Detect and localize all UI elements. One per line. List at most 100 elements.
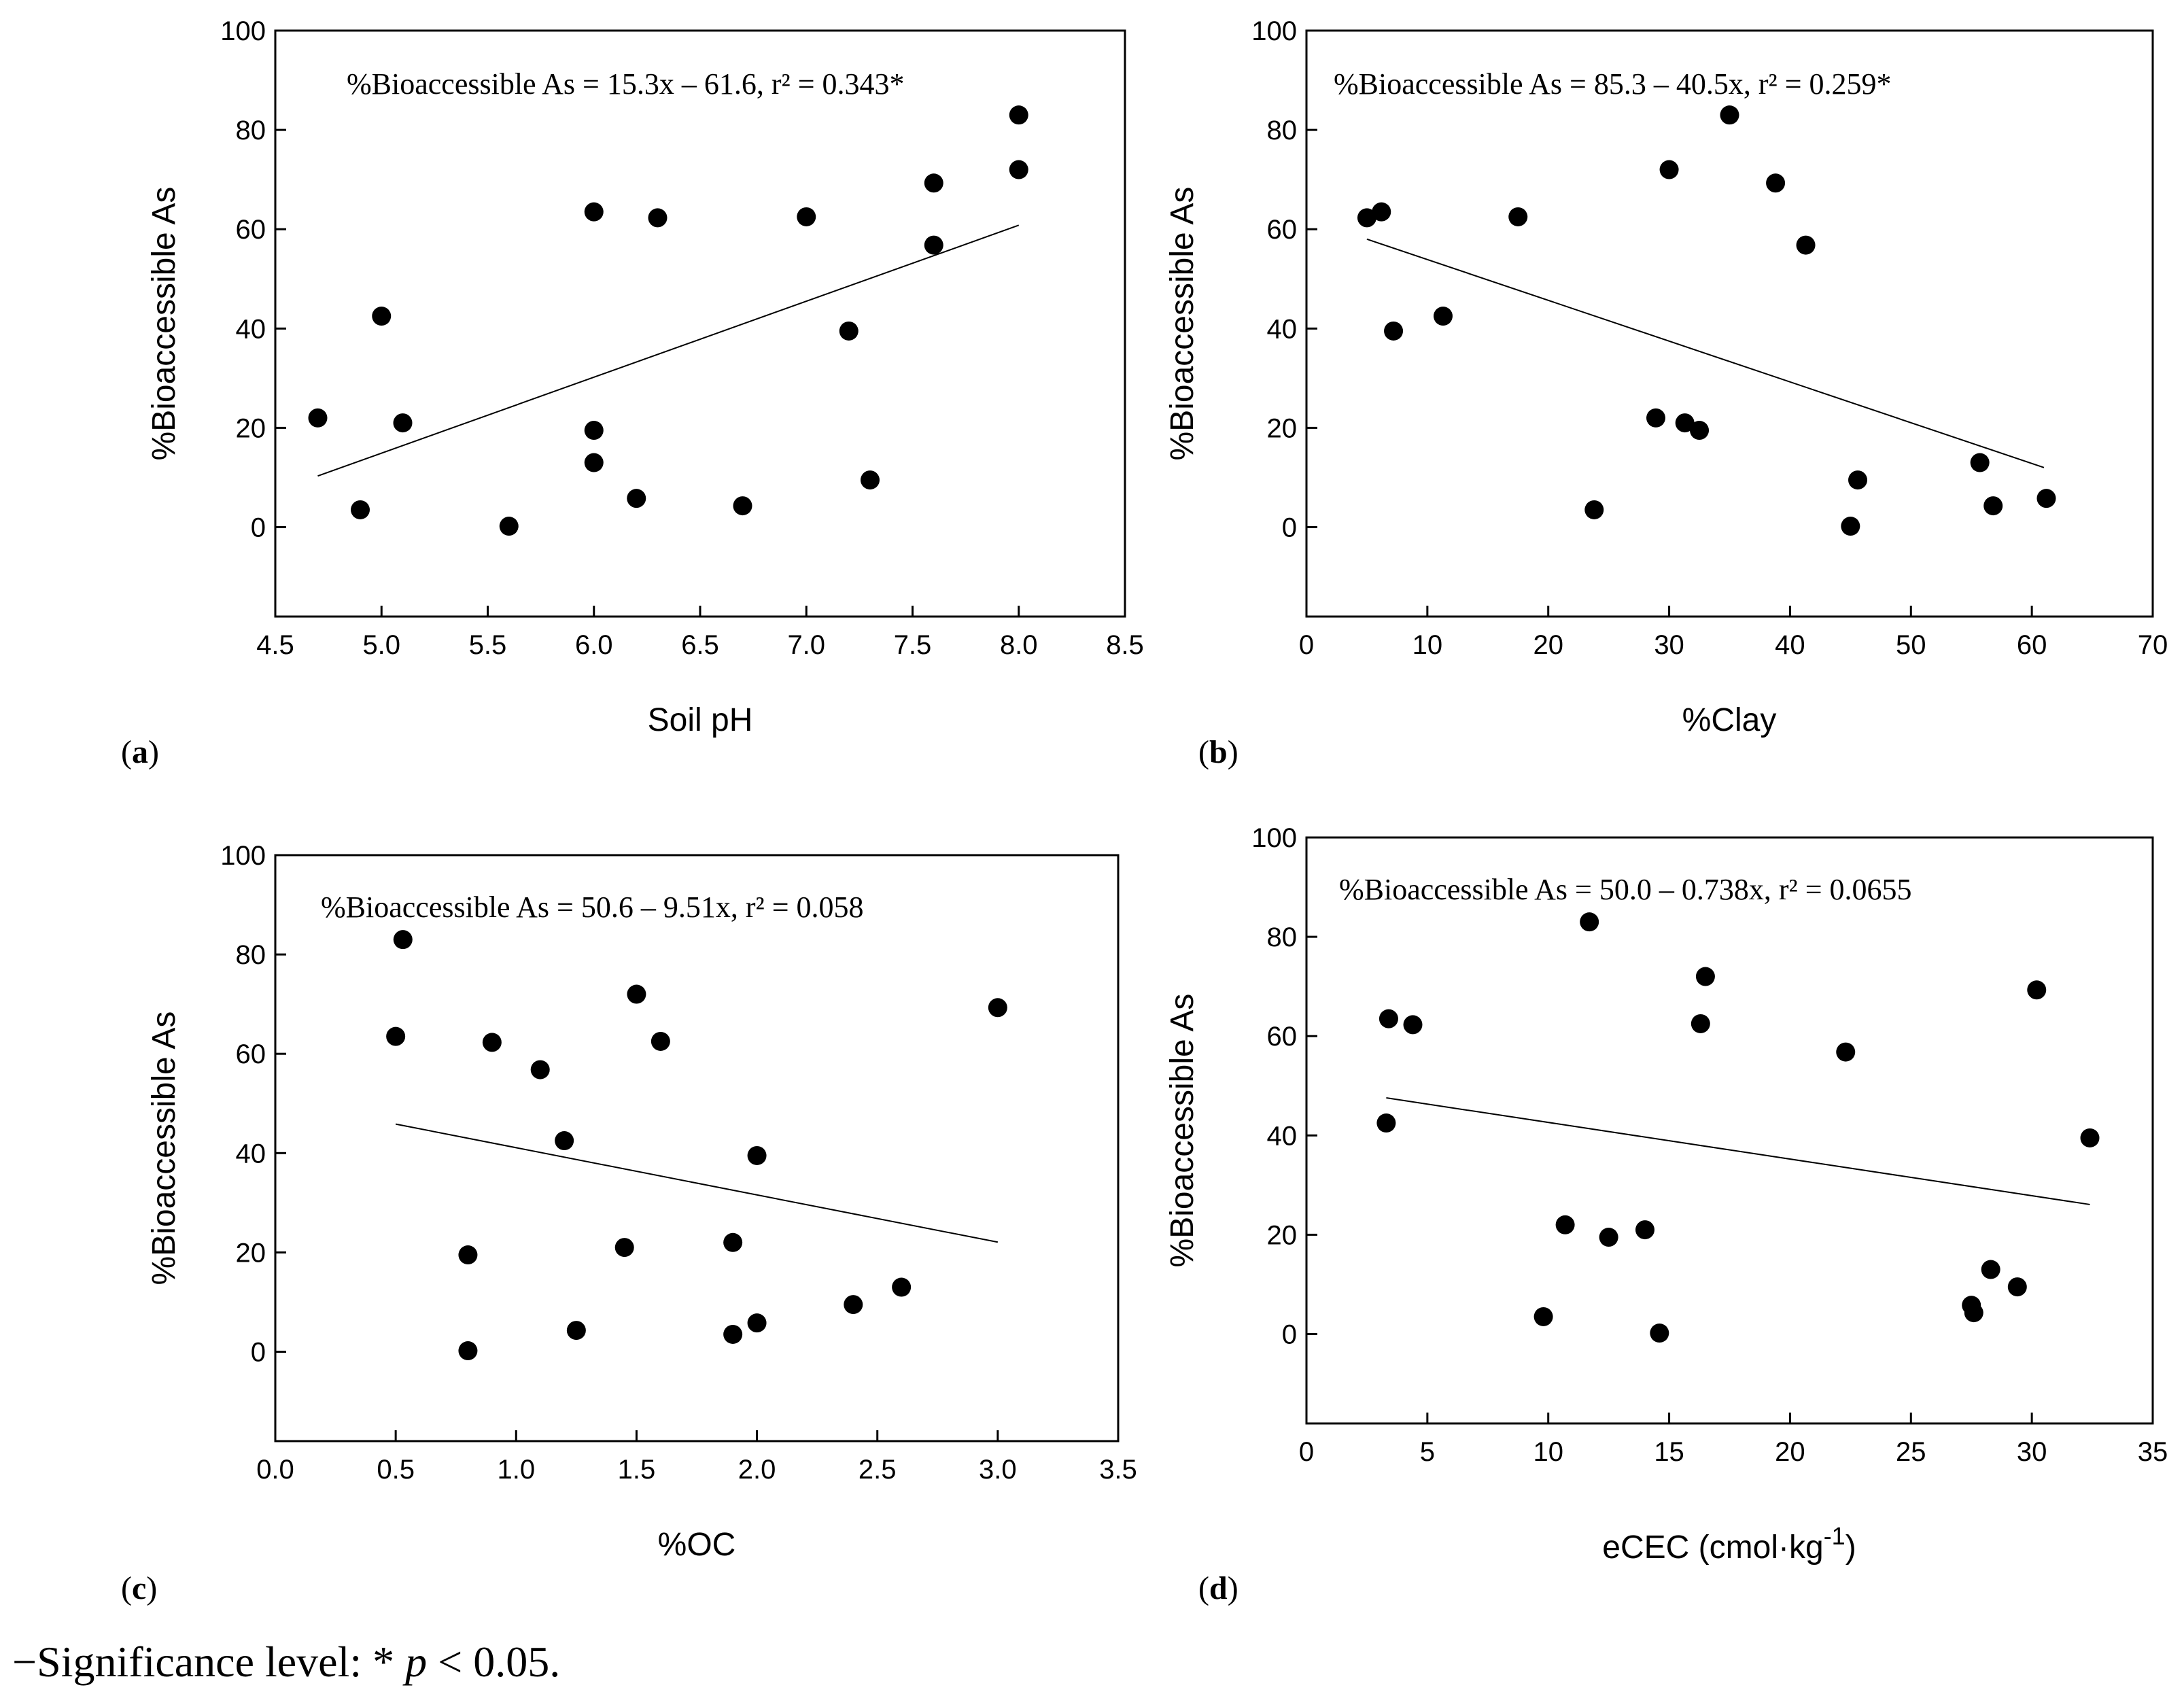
- data-point: [723, 1232, 743, 1252]
- plot-frame: [1305, 29, 2154, 618]
- y-tick-label: 80: [236, 116, 266, 145]
- x-tick-label: 5: [1420, 1437, 1435, 1467]
- panel-a: 0 20 40 60 80 100 4.5 5.0 5.5 6.0 6.5 7.0 7.5 8.0 8.5…: [121, 16, 1144, 770]
- x-tick-label: 60: [2017, 630, 2047, 660]
- data-point: [1009, 105, 1028, 125]
- y-axis-ticks: 0 20 40 60 80 100: [220, 16, 286, 543]
- y-axis-ticks: 0 20 40 60 80 100: [220, 841, 286, 1368]
- panel-letter: c: [132, 1570, 146, 1606]
- x-tick-label: 50: [1896, 630, 1926, 660]
- x-axis-label-superscript: -1: [1824, 1522, 1845, 1550]
- data-point: [747, 1313, 767, 1333]
- x-tick-label: 2.0: [738, 1455, 776, 1485]
- data-point: [924, 173, 943, 193]
- x-tick-label: 30: [1654, 630, 1684, 660]
- regression-line-group: [395, 1123, 999, 1243]
- data-point: [1981, 1260, 2000, 1279]
- y-tick-label: 60: [1267, 215, 1298, 245]
- panel-letter: d: [1209, 1570, 1228, 1606]
- data-point: [1675, 413, 1695, 433]
- data-point: [584, 453, 604, 472]
- y-tick-label: 60: [1267, 1022, 1298, 1052]
- x-axis-label: %Clay: [1682, 702, 1777, 738]
- x-axis-label: %OC: [658, 1527, 736, 1563]
- panel-d: 0 20 40 60 80 100 0 5 10 15 20 25 30 35 %Bioaccessib…: [1164, 823, 2168, 1606]
- data-point: [1691, 1014, 1710, 1033]
- data-point: [1508, 207, 1528, 226]
- x-tick-label: 8.5: [1106, 630, 1144, 660]
- data-point: [393, 930, 413, 950]
- data-point: [839, 321, 859, 341]
- x-tick-label: 6.0: [575, 630, 613, 660]
- note-p-symbol: p: [402, 1638, 427, 1686]
- x-tick-label: 5.0: [362, 630, 400, 660]
- y-tick-label: 100: [220, 841, 266, 871]
- x-tick-label: 5.5: [469, 630, 507, 660]
- data-point: [627, 984, 646, 1004]
- x-axis-label-close: ): [1845, 1529, 1856, 1566]
- y-tick-label: 40: [1267, 314, 1298, 344]
- x-tick-label: 1.0: [497, 1455, 535, 1485]
- data-point: [844, 1295, 863, 1315]
- data-points: [386, 930, 1007, 1361]
- x-tick-label: 70: [2138, 630, 2168, 660]
- y-tick-label: 0: [1282, 1320, 1297, 1350]
- data-point: [1848, 470, 1868, 490]
- y-tick-label: 80: [236, 940, 266, 970]
- regression-equation: %Bioaccessible As = 50.6 – 9.51x, r² = 0…: [321, 891, 864, 924]
- data-point: [584, 202, 604, 222]
- data-point: [1690, 421, 1710, 440]
- x-axis-label: eCEC (cmol·kg-1): [1602, 1522, 1856, 1566]
- x-axis-ticks: 0 10 20 30 40 50 60 70: [1299, 606, 2168, 660]
- data-point: [892, 1277, 912, 1297]
- data-point: [1766, 173, 1786, 193]
- y-tick-label: 20: [236, 413, 266, 443]
- y-tick-label: 80: [1267, 116, 1298, 145]
- data-point: [458, 1245, 478, 1265]
- regression-line: [1366, 238, 2045, 468]
- data-point: [797, 207, 816, 226]
- x-axis-ticks: 0.0 0.5 1.0 1.5 2.0 2.5 3.0 3.5: [256, 1430, 1137, 1485]
- y-tick-label: 80: [1267, 922, 1298, 952]
- data-point: [614, 1238, 634, 1258]
- panel-label: (d): [1198, 1570, 1238, 1606]
- panel-label: (c): [121, 1570, 157, 1606]
- x-tick-label: 25: [1896, 1437, 1926, 1467]
- y-tick-label: 40: [236, 314, 266, 344]
- y-tick-label: 0: [1282, 513, 1297, 543]
- data-point: [988, 998, 1007, 1018]
- data-point: [1983, 496, 2003, 516]
- regression-line: [317, 224, 1020, 477]
- x-tick-label: 3.0: [979, 1455, 1017, 1485]
- data-points: [1376, 912, 2100, 1343]
- data-point: [555, 1131, 574, 1151]
- plot-frame: [274, 854, 1120, 1442]
- regression-equation: %Bioaccessible As = 50.0 – 0.738x, r² = …: [1339, 873, 1912, 906]
- x-tick-label: 4.5: [256, 630, 294, 660]
- data-points: [1357, 105, 2056, 536]
- regression-line: [1386, 1097, 2090, 1205]
- regression-line-group: [317, 224, 1020, 477]
- x-tick-label: 7.0: [787, 630, 825, 660]
- data-point: [2080, 1128, 2100, 1147]
- data-point: [1357, 208, 1376, 228]
- data-point: [1659, 160, 1679, 179]
- x-axis-label: Soil pH: [648, 702, 753, 738]
- panel-b: 0 20 40 60 80 100 0 10 20 30 40 50 60 70 %Bioaccessi…: [1164, 16, 2168, 770]
- y-tick-label: 60: [236, 215, 266, 245]
- y-tick-label: 60: [236, 1039, 266, 1069]
- y-tick-label: 100: [220, 16, 266, 46]
- data-point: [1376, 1113, 1396, 1133]
- data-point: [651, 1031, 670, 1051]
- x-tick-label: 10: [1412, 630, 1443, 660]
- panel-label: (a): [121, 734, 159, 770]
- y-axis-ticks: 0 20 40 60 80 100: [1251, 823, 1317, 1350]
- panel-letter: b: [1209, 734, 1228, 770]
- y-axis-label: %Bioaccessible As: [1164, 994, 1200, 1268]
- data-point: [499, 517, 519, 536]
- data-point: [1580, 912, 1599, 932]
- data-point: [2027, 980, 2047, 1000]
- x-tick-label: 40: [1775, 630, 1805, 660]
- plot-frame: [274, 29, 1126, 618]
- x-axis-ticks: 4.5 5.0 5.5 6.0 6.5 7.0 7.5 8.0 8.5: [256, 606, 1144, 660]
